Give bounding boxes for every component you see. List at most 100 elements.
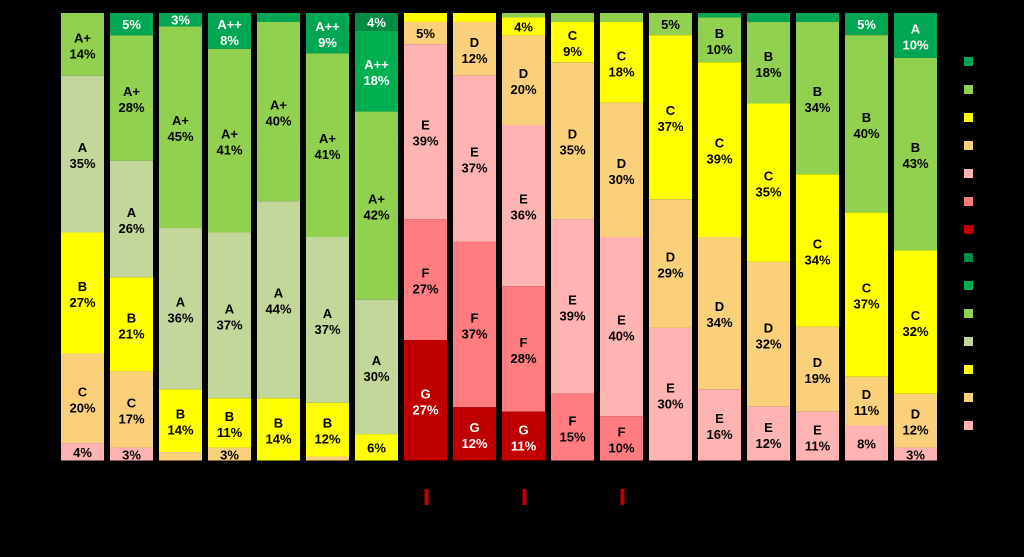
segment-value-label: 30% [608, 172, 634, 187]
segment-value-label: 10% [902, 37, 928, 52]
segment-class-label: C [568, 28, 578, 43]
legend-swatch [964, 365, 973, 374]
segment-class-label: D [862, 387, 871, 402]
segment-class-label: E [666, 380, 675, 395]
segment-class-label: A+ [368, 192, 385, 207]
bar-segment [404, 21, 447, 45]
segment-class-label: D [470, 35, 479, 50]
bar-segment [61, 13, 104, 76]
segment-value-label: 5% [857, 17, 876, 32]
segment-value-label: 40% [608, 329, 634, 344]
bar-segment [698, 389, 741, 461]
segment-value-label: 3% [220, 447, 239, 462]
bar-segment [355, 30, 398, 112]
bar-segment [600, 13, 643, 22]
segment-class-label: G [420, 387, 430, 402]
segment-value-label: 12% [461, 436, 487, 451]
bar-segment [453, 21, 496, 76]
bar-segment [306, 237, 349, 403]
segment-value-label: 5% [122, 17, 141, 32]
bar-segment [208, 13, 251, 49]
bar-segment [159, 13, 202, 27]
bar-stack: 3% A+45% A36% B14% [159, 13, 202, 461]
bar-segment [845, 425, 888, 461]
segment-class-label: A+ [74, 30, 91, 45]
legend-swatch [964, 113, 973, 122]
bar-segment [61, 232, 104, 354]
segment-class-label: A++ [217, 17, 242, 32]
segment-value-label: 11% [511, 438, 537, 453]
bar-segment [306, 402, 349, 457]
segment-value-label: 12% [314, 432, 340, 447]
bar-segment [404, 44, 447, 220]
bar-segment [551, 393, 594, 461]
segment-class-label: D [911, 407, 920, 422]
segment-value-label: 6% [367, 441, 386, 456]
bar-segment [208, 447, 251, 461]
segment-value-label: 34% [804, 100, 830, 115]
markers-layer [424, 489, 625, 505]
bar-segment [159, 26, 202, 229]
segment-value-label: 3% [906, 447, 925, 462]
segment-value-label: 17% [118, 411, 144, 426]
segment-class-label: C [911, 308, 921, 323]
segment-value-label: 40% [265, 114, 291, 129]
bar-segment [257, 398, 300, 461]
segment-value-label: 12% [902, 423, 928, 438]
segment-class-label: D [813, 355, 822, 370]
bar-segment [208, 48, 251, 233]
bar-segment [796, 13, 839, 22]
segment-class-label: A [911, 21, 921, 36]
bar-segment [453, 407, 496, 461]
bar-segment [747, 13, 790, 23]
segment-value-label: 44% [265, 302, 291, 317]
segment-value-label: 9% [318, 35, 337, 50]
bar-segment [649, 13, 692, 36]
bar-segment [257, 201, 300, 399]
legend-swatch [964, 337, 973, 346]
segment-class-label: E [813, 422, 822, 437]
bar-segment [649, 199, 692, 328]
segment-value-label: 34% [804, 252, 830, 267]
segment-value-label: 39% [559, 308, 585, 323]
bar-stack: A++8% A+41% A37% B11% 3% [208, 13, 251, 462]
bar-segment [453, 75, 496, 242]
legend-layer [964, 57, 973, 430]
bar-segment [502, 125, 545, 287]
segment-value-label: 14% [167, 423, 193, 438]
bar-segment [698, 62, 741, 237]
segment-value-label: 35% [69, 156, 95, 171]
bar-segment [404, 13, 447, 22]
segment-value-label: 37% [216, 317, 242, 332]
segment-value-label: 14% [265, 432, 291, 447]
segment-class-label: C [862, 281, 872, 296]
bars-layer: A+14%A35%B27%C20%4%5%A+28%A26%B21%C17%3%… [61, 13, 937, 462]
segment-class-label: C [127, 395, 137, 410]
bar-segment [355, 111, 398, 300]
segment-class-label: E [568, 292, 577, 307]
bar-segment [796, 326, 839, 412]
segment-value-label: 42% [363, 208, 389, 223]
bar-segment [404, 219, 447, 341]
bar-stack: B18% C35% D32% E12% [747, 13, 790, 461]
segment-class-label: A [176, 295, 186, 310]
segment-class-label: B [715, 26, 724, 41]
bar-segment [453, 13, 496, 22]
bar-stack: A10% B43% C32% D12% 3% [894, 13, 937, 462]
segment-class-label: C [78, 384, 88, 399]
bar-stack: A+14% A35% B27% C20% 4% [61, 13, 104, 461]
segment-value-label: 11% [854, 403, 880, 418]
bar-segment [306, 53, 349, 237]
bar-segment [257, 13, 300, 22]
segment-value-label: 34% [706, 315, 732, 330]
segment-value-label: 3% [171, 13, 190, 28]
legend-swatch [964, 141, 973, 150]
segment-value-label: 11% [805, 438, 831, 453]
bar-segment [845, 376, 888, 426]
bar-segment [110, 13, 153, 36]
bar-segment [306, 456, 349, 461]
bar-segment [355, 434, 398, 461]
bar-segment [502, 17, 545, 36]
bar-segment [502, 13, 545, 18]
bar-segment [110, 160, 153, 278]
